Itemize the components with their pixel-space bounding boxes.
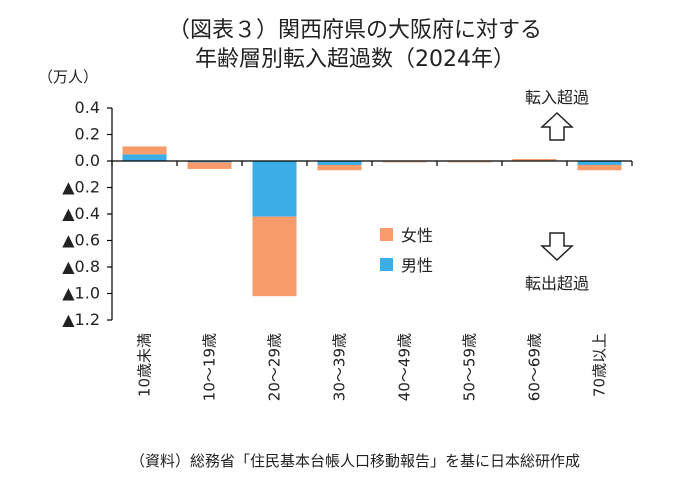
y-tick-label: ▲0.6 [62, 231, 100, 250]
chart-title-line1: （図表３）関西府県の大阪府に対する [168, 18, 542, 43]
annotation-inflow-label: 転入超過 [525, 88, 589, 107]
x-tick-label: 60～69歳 [526, 333, 544, 401]
x-tick-label: 20～29歳 [266, 333, 284, 401]
chart-title-line2: 年齢層別転入超過数（2024年） [195, 47, 515, 72]
y-unit-label: （万人） [38, 68, 98, 86]
y-tick-label: 0.0 [75, 151, 100, 170]
x-axis: 10歳未満 10～19歳 20～29歳 30～39歳 40～49歳 50～59歳 60～69… [111, 160, 633, 401]
bar-male [317, 161, 362, 165]
bar-female [317, 164, 362, 171]
bar-female [577, 164, 622, 171]
bars [122, 146, 622, 297]
down-arrow-icon [540, 232, 574, 262]
bar-female [187, 162, 232, 169]
source-note: （資料）総務省「住民基本台帳人口移動報告」を基に日本総研作成 [130, 452, 580, 470]
legend-swatch-female [380, 228, 393, 241]
annotation-outflow: 転出超過 [525, 232, 589, 293]
y-tick-label: ▲1.2 [62, 310, 100, 329]
y-tick-label: ▲0.2 [62, 178, 100, 197]
y-tick-label: ▲0.8 [62, 257, 100, 276]
bar-female [382, 161, 427, 163]
annotation-outflow-label: 転出超過 [525, 274, 589, 293]
legend-label-female: 女性 [401, 226, 433, 245]
y-axis: 0.4 0.2 0.0 ▲0.2 ▲0.4 ▲0.6 ▲0.8 ▲1.0 ▲1.2 [62, 98, 113, 329]
up-arrow-icon [540, 111, 574, 141]
legend-swatch-male [380, 258, 393, 271]
x-tick-label: 70歳以上 [591, 333, 609, 397]
annotation-inflow: 転入超過 [525, 88, 589, 141]
bar-female [252, 216, 297, 297]
legend-label-male: 男性 [401, 256, 433, 275]
bar-male [577, 161, 622, 165]
y-tick-label: 0.4 [75, 98, 100, 117]
x-tick-label: 10歳未満 [136, 333, 154, 397]
y-tick-label: ▲0.4 [62, 204, 100, 223]
x-tick-label: 10～19歳 [201, 333, 219, 401]
bar-male [252, 161, 297, 217]
legend: 女性 男性 [380, 226, 433, 275]
x-tick-label: 50～59歳 [461, 333, 479, 401]
x-tick-label: 30～39歳 [331, 333, 349, 401]
bar-female [122, 146, 167, 155]
y-tick-label: 0.2 [75, 125, 100, 144]
bar-female [512, 159, 557, 161]
bar-male [187, 161, 232, 163]
bar-male [122, 154, 167, 161]
bar-female [447, 161, 492, 163]
y-tick-label: ▲1.0 [62, 284, 100, 303]
x-tick-label: 40～49歳 [396, 333, 414, 401]
